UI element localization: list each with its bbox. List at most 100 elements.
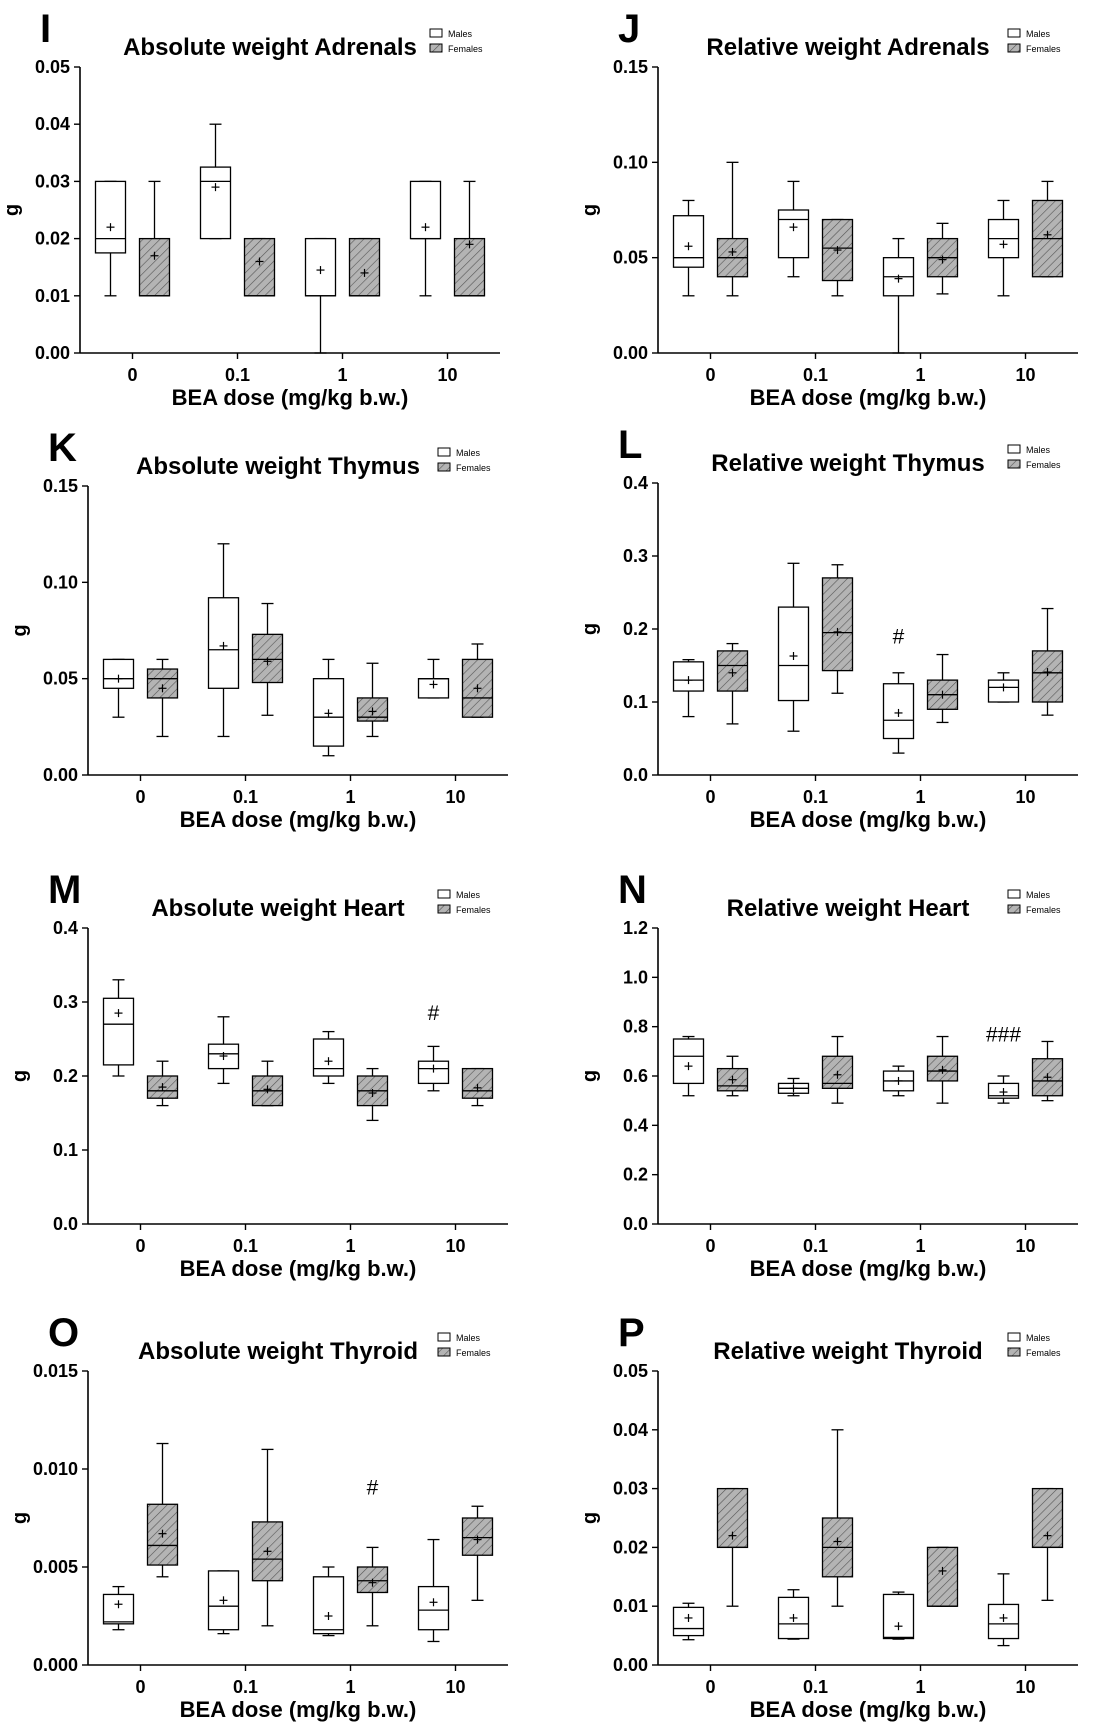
legend: Males Females — [437, 1332, 491, 1358]
chart-panel-k: K Absolute weight Thymus Males Females 0.00 0… — [9, 426, 508, 832]
x-tick-label: 0 — [705, 1236, 715, 1256]
iqr-box — [312, 1576, 345, 1635]
x-tick-label: 0.1 — [225, 365, 250, 385]
legend-swatch-males — [437, 1332, 451, 1342]
chart-panel-n: N Relative weight Heart Males Females 0.0 0.2… — [579, 868, 1078, 1281]
x-tick-label: 10 — [445, 787, 465, 807]
x-tick-label: 0.1 — [803, 787, 828, 807]
legend: Males Females — [437, 447, 491, 473]
panel-letter: M — [48, 868, 81, 912]
y-tick-label: 0.01 — [613, 1596, 648, 1616]
legend-label-males: Males — [456, 1333, 481, 1343]
box-females-0.1 — [251, 1060, 284, 1107]
iqr-box — [199, 166, 232, 240]
significance-mark: # — [428, 1002, 440, 1025]
chart-panel-p: P Relative weight Thyroid Males Females 0.00… — [579, 1311, 1078, 1722]
chart-title: Absolute weight Heart — [151, 895, 404, 922]
legend-swatch-males — [1007, 889, 1021, 899]
y-tick-label: 0.15 — [613, 57, 648, 77]
box-females-0.1 — [821, 1429, 854, 1607]
box-males-0.1 — [777, 1589, 810, 1640]
iqr-box — [102, 997, 135, 1066]
x-tick-label: 0 — [705, 365, 715, 385]
iqr-box — [777, 209, 810, 259]
y-tick-label: 0.2 — [623, 619, 648, 639]
x-tick-label: 0.1 — [233, 1677, 258, 1697]
iqr-box — [672, 215, 705, 268]
box-males-0.1 — [777, 180, 810, 278]
iqr-box — [138, 237, 171, 297]
legend-swatch-females — [1007, 904, 1021, 914]
box-males-0.1 — [777, 562, 810, 732]
legend-swatch-males — [1007, 28, 1021, 38]
box-females-0 — [146, 1060, 179, 1107]
box-males-1 — [312, 1030, 345, 1085]
box-males-0 — [672, 199, 705, 297]
box-males-1 — [882, 1591, 915, 1640]
legend-swatch-males — [1007, 1332, 1021, 1342]
chart-panel-m: M Absolute weight Heart Males Females 0.0 0.1… — [9, 868, 508, 1281]
y-axis-label: g — [9, 624, 31, 636]
x-tick-label: 10 — [1015, 365, 1035, 385]
box-females-10 — [1031, 1487, 1064, 1601]
box-females-0.1 — [243, 237, 276, 297]
box-females-0 — [716, 1487, 749, 1607]
chart-panel-j: J Relative weight Adrenals Males Females 0.0… — [579, 7, 1078, 410]
iqr-box — [461, 1067, 494, 1099]
legend-label-females: Females — [1026, 1348, 1061, 1358]
legend-label-males: Males — [1026, 29, 1051, 39]
y-tick-label: 0.2 — [623, 1165, 648, 1185]
y-tick-label: 0.0 — [623, 1214, 648, 1234]
y-tick-label: 0.02 — [613, 1537, 648, 1557]
iqr-box — [926, 1546, 959, 1607]
panel-letter: L — [618, 423, 642, 467]
y-tick-label: 0.04 — [613, 1420, 648, 1440]
box-males-0.1 — [777, 1077, 810, 1097]
box-males-10 — [987, 1075, 1020, 1104]
box-females-0 — [716, 642, 749, 725]
panel-letter: N — [618, 868, 647, 912]
box-females-10 — [1031, 1040, 1064, 1102]
panel-letter: O — [48, 1311, 79, 1355]
y-tick-label: 0.02 — [35, 229, 70, 249]
box-males-1 — [304, 237, 337, 354]
x-axis-label: BEA dose (mg/kg b.w.) — [750, 385, 987, 410]
chart-title: Relative weight Thyroid — [713, 1338, 982, 1365]
box-males-1 — [312, 658, 345, 757]
box-females-0 — [138, 180, 171, 297]
significance-mark: # — [893, 626, 905, 649]
legend-label-males: Males — [456, 890, 481, 900]
y-tick-label: 0.10 — [43, 572, 78, 592]
x-tick-label: 0 — [705, 787, 715, 807]
iqr-box — [146, 668, 179, 699]
legend-label-males: Males — [1026, 890, 1051, 900]
y-axis-label: g — [579, 204, 601, 216]
x-tick-label: 1 — [915, 1677, 925, 1697]
legend-swatch-females — [1007, 1347, 1021, 1357]
x-tick-label: 10 — [1015, 1677, 1035, 1697]
box-males-10 — [417, 1538, 450, 1643]
y-tick-label: 0.10 — [613, 152, 648, 172]
box-females-1 — [926, 653, 959, 724]
y-tick-label: 0.01 — [35, 286, 70, 306]
chart-panel-i: I Absolute weight Adrenals Males Females 0.0… — [1, 7, 500, 410]
iqr-box — [417, 1585, 450, 1631]
legend-label-males: Males — [1026, 1333, 1051, 1343]
box-males-0 — [102, 1585, 135, 1631]
x-tick-label: 1 — [915, 1236, 925, 1256]
box-females-0 — [716, 161, 749, 297]
legend: Males Females — [1007, 889, 1061, 915]
x-tick-label: 10 — [1015, 787, 1035, 807]
box-females-1 — [926, 222, 959, 295]
legend-swatch-males — [437, 889, 451, 899]
iqr-box — [94, 180, 127, 254]
box-males-10 — [417, 1045, 450, 1092]
y-tick-label: 0.0 — [53, 1214, 78, 1234]
box-males-0 — [672, 1602, 705, 1641]
legend: Males Females — [429, 28, 483, 54]
box-females-0 — [716, 1055, 749, 1097]
legend-swatch-males — [429, 28, 443, 38]
y-axis-label: g — [1, 204, 23, 216]
box-males-10 — [987, 199, 1020, 297]
